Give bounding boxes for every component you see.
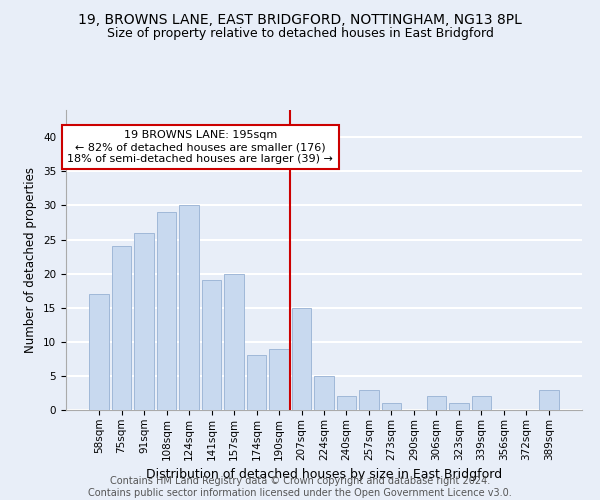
Bar — [269, 348, 289, 410]
Bar — [224, 274, 244, 410]
Bar — [427, 396, 446, 410]
Bar — [539, 390, 559, 410]
Text: 19, BROWNS LANE, EAST BRIDGFORD, NOTTINGHAM, NG13 8PL: 19, BROWNS LANE, EAST BRIDGFORD, NOTTING… — [78, 12, 522, 26]
Bar — [202, 280, 221, 410]
Text: 19 BROWNS LANE: 195sqm
← 82% of detached houses are smaller (176)
18% of semi-de: 19 BROWNS LANE: 195sqm ← 82% of detached… — [67, 130, 333, 164]
Bar — [449, 403, 469, 410]
Bar — [134, 232, 154, 410]
Bar — [359, 390, 379, 410]
Bar — [247, 356, 266, 410]
Text: Contains HM Land Registry data © Crown copyright and database right 2024.
Contai: Contains HM Land Registry data © Crown c… — [88, 476, 512, 498]
Bar — [314, 376, 334, 410]
Bar — [157, 212, 176, 410]
Text: Size of property relative to detached houses in East Bridgford: Size of property relative to detached ho… — [107, 28, 493, 40]
Bar — [179, 206, 199, 410]
Y-axis label: Number of detached properties: Number of detached properties — [25, 167, 37, 353]
Bar — [89, 294, 109, 410]
Bar — [472, 396, 491, 410]
Bar — [382, 403, 401, 410]
Bar — [112, 246, 131, 410]
X-axis label: Distribution of detached houses by size in East Bridgford: Distribution of detached houses by size … — [146, 468, 502, 481]
Bar — [337, 396, 356, 410]
Bar — [292, 308, 311, 410]
